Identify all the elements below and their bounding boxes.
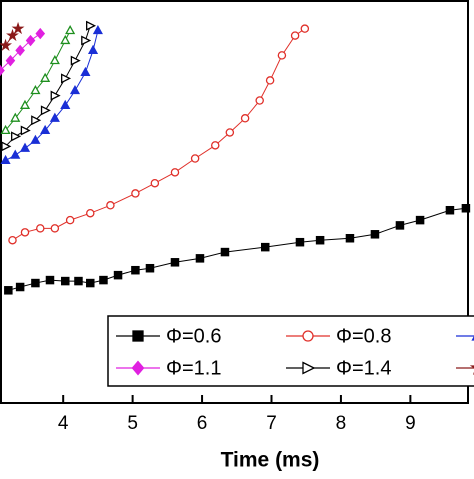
marker (446, 207, 453, 214)
marker (133, 331, 143, 341)
marker (151, 180, 158, 187)
marker (51, 92, 59, 100)
marker (132, 190, 139, 197)
marker (171, 169, 178, 176)
legend-label: Φ=1.4 (336, 357, 391, 379)
x-tick-label: 6 (197, 413, 208, 434)
marker (51, 225, 58, 232)
marker (11, 151, 19, 158)
marker (66, 26, 74, 33)
marker (242, 115, 249, 122)
marker (75, 277, 82, 284)
marker (278, 52, 285, 59)
marker (12, 132, 20, 140)
marker (221, 248, 228, 255)
marker (62, 277, 69, 284)
marker (32, 279, 39, 286)
marker (61, 36, 69, 43)
marker (71, 86, 79, 93)
x-tick-label: 5 (127, 413, 138, 434)
marker (62, 74, 70, 82)
legend-label: Φ=1.1 (166, 357, 221, 379)
marker (42, 106, 50, 114)
marker (196, 255, 203, 262)
marker (37, 225, 44, 232)
x-tick-label: 4 (58, 413, 69, 434)
marker (94, 26, 102, 33)
marker (17, 283, 24, 290)
marker (1, 41, 10, 49)
marker (256, 97, 263, 104)
marker (267, 77, 274, 84)
marker (371, 231, 378, 238)
marker (262, 244, 269, 251)
marker (132, 267, 139, 274)
marker (71, 57, 79, 65)
marker (292, 32, 299, 39)
marker (296, 239, 303, 246)
marker (317, 237, 324, 244)
marker (5, 287, 12, 294)
marker (87, 22, 95, 30)
x-tick-label: 8 (336, 413, 347, 434)
marker (396, 222, 403, 229)
marker (21, 144, 29, 151)
marker (226, 129, 233, 136)
marker (61, 101, 69, 108)
marker (82, 37, 90, 45)
legend-box (108, 316, 474, 386)
marker (146, 265, 153, 272)
marker (301, 25, 308, 32)
marker (51, 56, 59, 63)
marker (192, 155, 199, 162)
marker (41, 74, 49, 81)
marker (67, 217, 74, 224)
marker (21, 229, 28, 236)
legend-label: Φ=0.8 (336, 325, 391, 347)
marker (171, 259, 178, 266)
marker (81, 68, 89, 75)
marker (14, 24, 23, 32)
marker (462, 205, 469, 212)
marker (87, 279, 94, 286)
marker (416, 217, 423, 224)
marker (36, 29, 44, 38)
marker (89, 46, 97, 53)
marker (114, 272, 121, 279)
marker (2, 156, 10, 163)
marker (100, 276, 107, 283)
legend-label: Φ=0.6 (166, 325, 221, 347)
x-tick-label: 7 (266, 413, 277, 434)
x-axis-label: Time (ms) (221, 449, 320, 472)
marker (303, 331, 313, 341)
marker (212, 142, 219, 149)
marker (46, 276, 53, 283)
marker (87, 210, 94, 217)
marker (107, 202, 114, 209)
marker (9, 237, 16, 244)
x-tick-label: 9 (405, 413, 416, 434)
marker (346, 235, 353, 242)
